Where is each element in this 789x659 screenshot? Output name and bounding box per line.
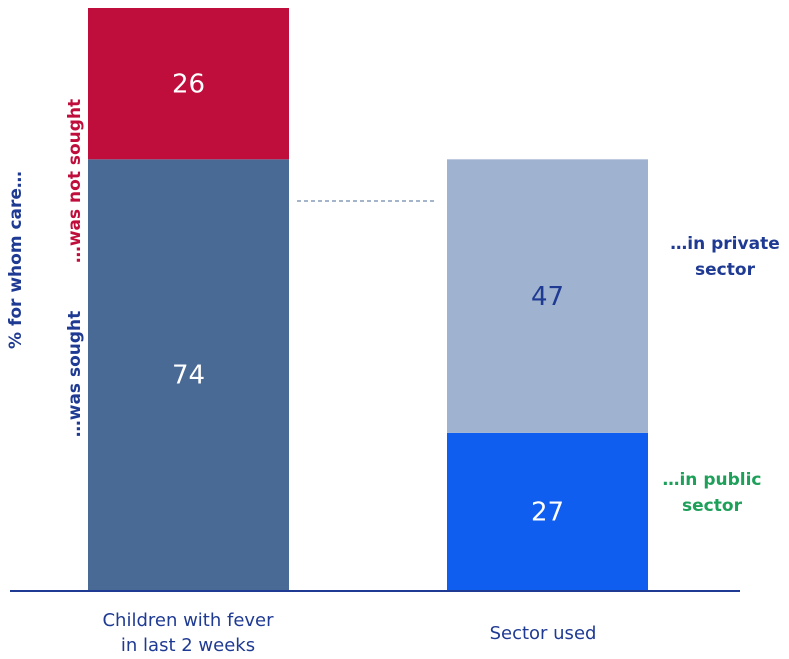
public-sector-label: …in public sector <box>642 467 782 519</box>
value-label-74: 74 <box>172 361 205 391</box>
value-label-27: 27 <box>531 497 564 527</box>
private-sector-label-line1: …in private <box>670 234 780 254</box>
bar-public-sector <box>447 432 648 590</box>
private-sector-label: …in private sector <box>655 231 789 283</box>
was-not-sought-label: …was not sought <box>65 98 85 264</box>
value-label-26: 26 <box>172 70 205 100</box>
category-label-children-line2: in last 2 weeks <box>120 635 256 656</box>
category-label-children: Children with fever in last 2 weeks <box>58 608 318 658</box>
was-sought-label: …was sought <box>65 310 85 438</box>
value-label-47: 47 <box>531 282 564 312</box>
category-label-children-line1: Children with fever <box>102 610 274 631</box>
public-sector-label-line2: sector <box>682 496 742 516</box>
bar-was-not-sought <box>88 8 289 160</box>
public-sector-label-line1: …in public <box>662 470 762 490</box>
private-sector-label-line2: sector <box>695 260 755 280</box>
category-label-sector: Sector used <box>489 623 597 644</box>
bar-private-sector <box>447 159 648 433</box>
y-axis-label: % for whom care… <box>6 171 26 349</box>
bar-was-sought <box>88 159 289 590</box>
